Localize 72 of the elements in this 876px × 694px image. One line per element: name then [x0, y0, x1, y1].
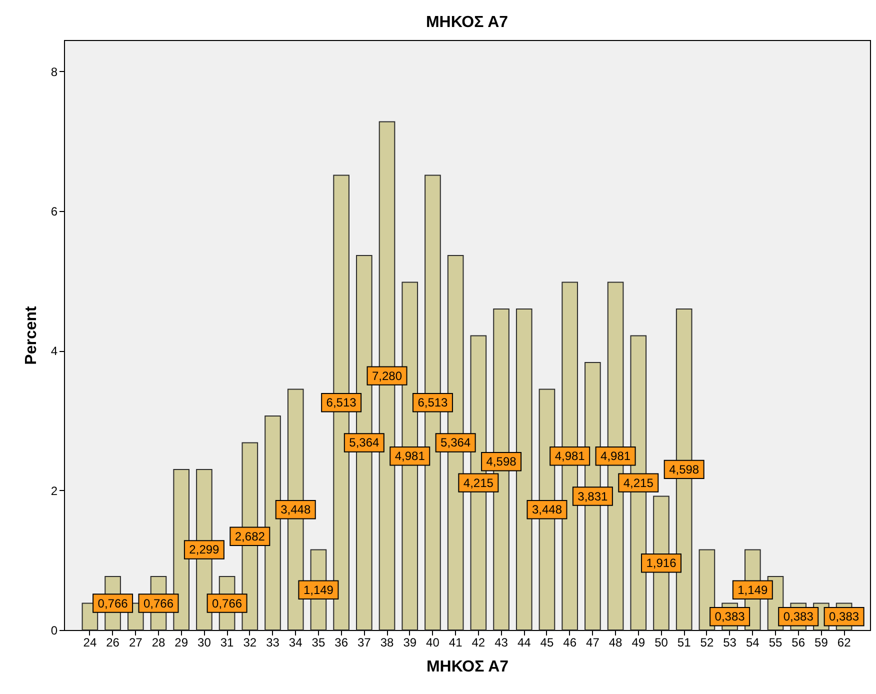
- x-tick-label: 36: [334, 636, 348, 650]
- data-label: 0,766: [212, 596, 242, 610]
- data-label: 3,448: [532, 502, 562, 517]
- x-tick-label: 47: [586, 636, 600, 650]
- x-tick-label: 49: [632, 636, 646, 650]
- x-tick-label: 33: [266, 636, 280, 650]
- x-tick-label: 38: [380, 636, 394, 650]
- data-label: 1,149: [303, 582, 334, 597]
- x-tick-label: 59: [814, 636, 828, 650]
- data-label: 4,215: [463, 476, 494, 490]
- data-label: 4,981: [394, 449, 426, 464]
- data-label: 0,766: [98, 596, 128, 610]
- data-label: 4,598: [486, 454, 517, 469]
- data-label: 3,831: [578, 489, 608, 504]
- x-tick-label: 53: [723, 636, 737, 650]
- x-tick-label: 37: [357, 636, 372, 650]
- x-tick-label: 29: [174, 636, 188, 650]
- bar: [173, 468, 190, 630]
- x-tick-label: 40: [426, 636, 440, 650]
- data-label: 1,149: [738, 582, 768, 597]
- x-tick-label: 28: [152, 636, 166, 650]
- x-tick-label: 44: [517, 636, 532, 650]
- data-label: 6,513: [418, 396, 448, 410]
- y-tick-label: 0: [50, 624, 58, 638]
- data-label: 4,981: [554, 449, 586, 464]
- x-tick-label: 39: [403, 636, 417, 650]
- bar: [516, 308, 532, 630]
- x-tick-label: 45: [540, 636, 554, 650]
- x-tick-label: 51: [677, 636, 692, 650]
- x-tick-label: 31: [220, 636, 234, 650]
- x-tick-label: 56: [792, 636, 806, 650]
- chart-title: ΜΗΚΟΣ Α7: [426, 14, 508, 31]
- x-tick-label: 35: [312, 636, 326, 650]
- x-tick-label: 32: [243, 636, 257, 650]
- x-tick-label: 30: [198, 636, 212, 650]
- x-tick-label: 34: [288, 636, 303, 650]
- y-tick-label: 8: [50, 64, 58, 79]
- data-label: 0,383: [714, 610, 746, 624]
- x-tick-label: 46: [563, 636, 577, 650]
- data-label: 4,215: [623, 476, 654, 490]
- x-tick-label: 27: [128, 636, 143, 650]
- data-label: 3,448: [280, 502, 311, 517]
- data-label: 0,766: [143, 596, 174, 610]
- data-label: 4,981: [600, 449, 631, 464]
- x-tick-label: 50: [654, 636, 668, 650]
- bar: [698, 549, 716, 630]
- y-tick-label: 2: [50, 484, 58, 498]
- bar: [264, 415, 281, 630]
- x-tick-label: 54: [746, 636, 760, 650]
- x-tick-label: 48: [608, 636, 623, 650]
- x-tick-label: 24: [83, 636, 97, 650]
- data-label: 5,364: [440, 436, 471, 450]
- y-tick-label: 6: [50, 204, 58, 219]
- data-label: 0,383: [783, 610, 814, 624]
- data-label: 4,598: [669, 462, 700, 476]
- y-axis-title: Percent: [22, 305, 40, 365]
- x-tick-label: 41: [448, 636, 463, 650]
- x-tick-label: 42: [472, 636, 486, 650]
- data-label: 2,682: [234, 529, 266, 544]
- x-tick-label: 43: [494, 636, 508, 650]
- x-tick-label: 26: [106, 636, 120, 650]
- data-label: 6,513: [326, 396, 357, 410]
- y-tick-label: 4: [50, 344, 58, 358]
- x-tick-label: 62: [837, 636, 852, 650]
- data-label: 5,364: [349, 436, 380, 450]
- x-tick-label: 55: [768, 636, 782, 650]
- data-label: 0,383: [829, 610, 860, 624]
- data-label: 7,280: [372, 368, 402, 383]
- x-tick-label: 52: [700, 636, 714, 650]
- x-axis-title: ΜΗΚΟΣ Α7: [426, 658, 509, 676]
- data-label: 2,299: [189, 542, 220, 557]
- data-label: 1,916: [646, 556, 677, 570]
